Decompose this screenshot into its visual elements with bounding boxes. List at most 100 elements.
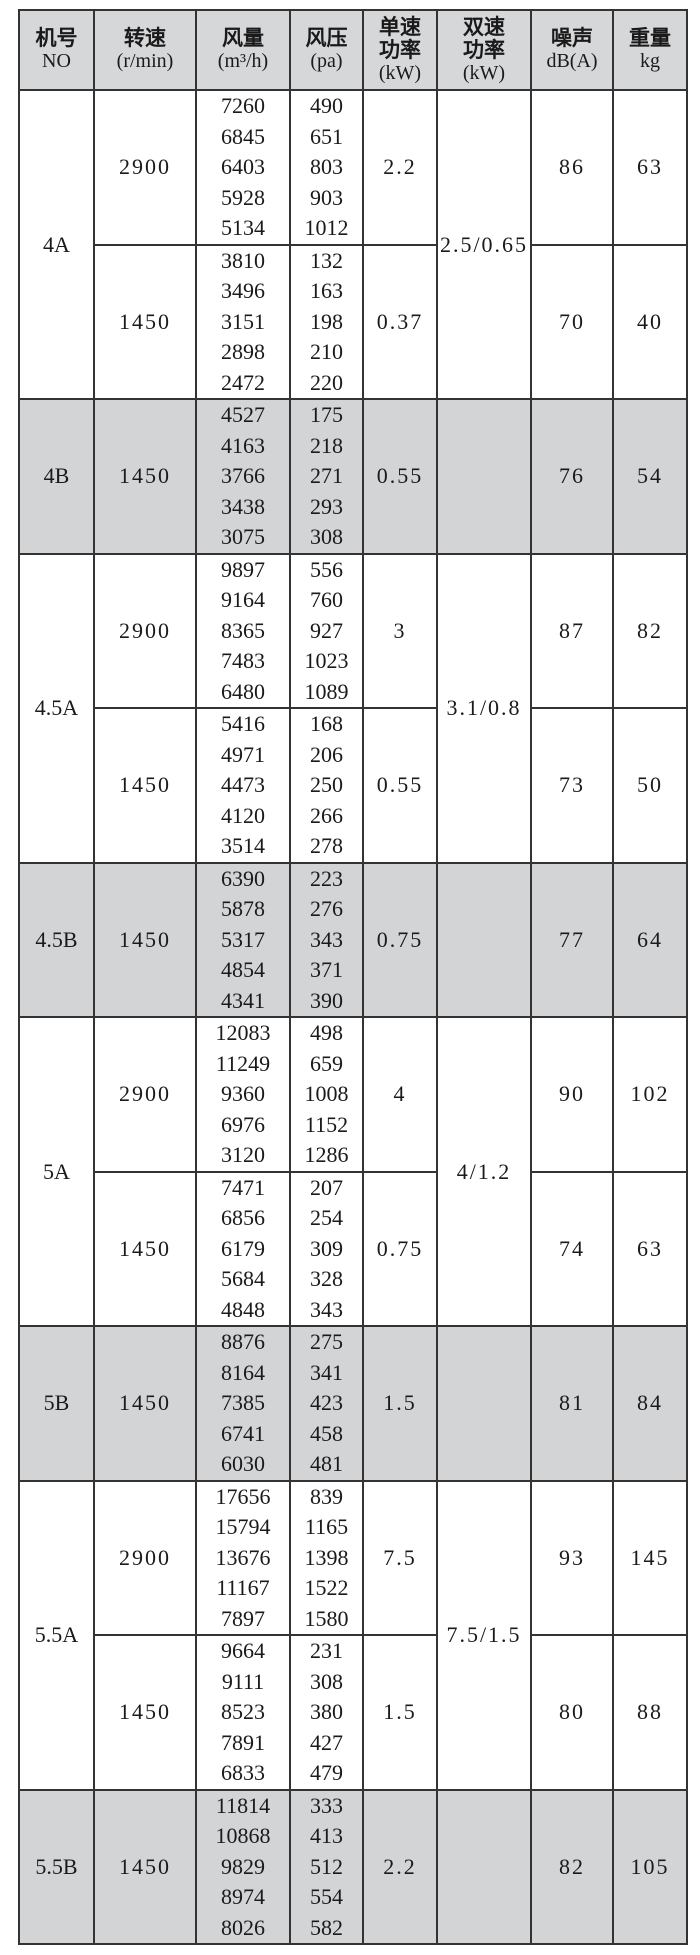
- header-single-power: 单速功率 (kW): [362, 9, 438, 91]
- dual-power-cell: [436, 398, 532, 555]
- single-power-cell: 0.75: [362, 1170, 438, 1327]
- dual-power-cell: [436, 861, 532, 1018]
- airflow-value: 7897: [221, 1605, 265, 1631]
- pressure-value: 163: [310, 278, 343, 303]
- airflow-value: 8026: [221, 1914, 265, 1940]
- header-title: 机号: [35, 26, 78, 50]
- airflow-value: 8974: [221, 1884, 265, 1909]
- pressure-value: 206: [310, 741, 343, 767]
- pressure-value: 556: [310, 556, 343, 582]
- pressure-value: 1089: [304, 678, 349, 704]
- airflow-cell: 7260 6845 6403 5928 5134: [195, 89, 291, 246]
- table-row: 1450 3810 3496 3151 2898 2472 132 163 198 210 220 0…: [19, 243, 688, 400]
- model-cell: 4.5B: [18, 861, 95, 1018]
- model-cell: 4B: [18, 398, 95, 555]
- pressure-value: 223: [310, 865, 343, 891]
- table-row: 1450 5416 4971 4473 4120 3514 168 206 250 266 278 0…: [19, 707, 688, 864]
- speed-cell: 1450: [93, 1634, 197, 1791]
- pressure-value: 479: [310, 1760, 343, 1785]
- pressure-value: 198: [310, 308, 343, 334]
- pressure-cell: 498 659 1008 1152 1286: [289, 1016, 364, 1173]
- airflow-value: 7385: [221, 1390, 265, 1415]
- single-power-cell: 1.5: [362, 1634, 438, 1791]
- airflow-value: 2898: [221, 339, 265, 364]
- airflow-cell: 17656 15794 13676 11167 7897: [195, 1479, 291, 1636]
- airflow-value: 4971: [221, 741, 265, 767]
- airflow-value: 5684: [221, 1266, 265, 1291]
- pressure-value: 659: [310, 1050, 343, 1076]
- pressure-value: 927: [310, 617, 343, 643]
- pressure-value: 308: [310, 1668, 343, 1694]
- table-row: 1450 9664 9111 8523 7891 6833 231 308 380 427 479 1…: [19, 1634, 688, 1791]
- speed-cell: 2900: [93, 1016, 197, 1173]
- airflow-value: 10868: [215, 1823, 271, 1848]
- airflow-value: 3766: [221, 463, 265, 488]
- airflow-value: 4527: [221, 402, 265, 427]
- header-title: 转速: [124, 26, 166, 50]
- header-row: 机号 NO 转速 (r/min) 风量 (m³/h) 风压 (pa) 单速功率 (kW) 双速功率(…: [18, 9, 688, 91]
- speed-cell: 2900: [93, 89, 197, 246]
- single-power-cell: 4: [362, 1016, 438, 1173]
- airflow-value: 15794: [215, 1514, 271, 1539]
- pressure-value: 1398: [304, 1544, 349, 1570]
- single-power-cell: 2.2: [362, 89, 438, 246]
- airflow-value: 9360: [221, 1081, 265, 1106]
- airflow-value: 17656: [215, 1483, 271, 1509]
- airflow-value: 13676: [215, 1544, 271, 1570]
- speed-cell: 2900: [93, 552, 197, 709]
- speed-cell: 2900: [93, 1479, 197, 1636]
- airflow-value: 6179: [221, 1235, 265, 1261]
- pressure-cell: 275 341 423 458 481: [289, 1325, 364, 1482]
- pressure-value: 341: [310, 1359, 343, 1385]
- header-pressure: 风压 (pa): [289, 9, 364, 91]
- table-row: 4B 1450 4527 4163 3766 3438 3075 175 218 271 293 30…: [18, 398, 688, 555]
- header-dual-power: 双速功率 (kW): [436, 9, 532, 91]
- airflow-value: 8523: [221, 1699, 265, 1724]
- header-airflow: 风量 (m³/h): [195, 9, 291, 91]
- airflow-value: 2472: [221, 369, 265, 395]
- pressure-value: 309: [310, 1235, 343, 1261]
- noise-cell: 81: [530, 1325, 614, 1482]
- dual-power-cell: 3.1/0.8: [436, 552, 532, 864]
- pressure-value: 1152: [304, 1111, 349, 1137]
- airflow-value: 6976: [221, 1111, 265, 1137]
- noise-cell: 80: [530, 1634, 614, 1791]
- pressure-value: 343: [310, 926, 343, 952]
- pressure-cell: 839 1165 1398 1522 1580: [289, 1479, 364, 1636]
- airflow-cell: 11814 10868 9829 8974 8026: [195, 1788, 291, 1945]
- airflow-value: 4854: [221, 957, 265, 982]
- pressure-value: 427: [310, 1729, 343, 1755]
- header-unit: (m³/h): [217, 50, 269, 72]
- airflow-value: 7483: [221, 648, 265, 673]
- pressure-value: 1522: [304, 1575, 349, 1600]
- header-noise: 噪声 dB(A): [530, 9, 614, 91]
- single-power-cell: 0.37: [362, 243, 438, 400]
- airflow-value: 4120: [221, 802, 265, 828]
- single-power-cell: 7.5: [362, 1479, 438, 1636]
- pressure-value: 333: [310, 1792, 343, 1818]
- pressure-value: 498: [310, 1020, 343, 1045]
- pressure-value: 903: [310, 184, 343, 210]
- airflow-value: 9111: [221, 1668, 265, 1694]
- airflow-value: 6856: [221, 1205, 265, 1230]
- pressure-value: 1580: [304, 1605, 349, 1631]
- pressure-value: 210: [310, 339, 343, 364]
- airflow-cell: 4527 4163 3766 3438 3075: [195, 398, 291, 555]
- single-power-cell: 1.5: [362, 1325, 438, 1482]
- pressure-value: 254: [310, 1205, 343, 1230]
- pressure-value: 278: [310, 833, 343, 858]
- airflow-value: 11814: [215, 1792, 271, 1818]
- fan-spec-table: 机号 NO 转速 (r/min) 风量 (m³/h) 风压 (pa) 单速功率 (kW) 双速功率(…: [18, 9, 688, 1945]
- dual-power-cell: 2.5/0.65: [436, 89, 532, 400]
- table-row: 5A 2900 12083 11249 9360 6976 3120 498 659 1008 11…: [18, 1016, 688, 1327]
- pressure-value: 760: [310, 587, 343, 612]
- airflow-value: 8365: [221, 617, 265, 643]
- pressure-value: 175: [310, 402, 343, 427]
- header-title: 单速功率: [379, 14, 421, 62]
- noise-cell: 90: [530, 1016, 614, 1173]
- pressure-value: 423: [310, 1390, 343, 1415]
- dual-power-cell: 4/1.2: [436, 1016, 532, 1327]
- airflow-value: 3810: [221, 247, 265, 273]
- pressure-value: 250: [310, 772, 343, 797]
- dual-power-cell: [436, 1788, 532, 1945]
